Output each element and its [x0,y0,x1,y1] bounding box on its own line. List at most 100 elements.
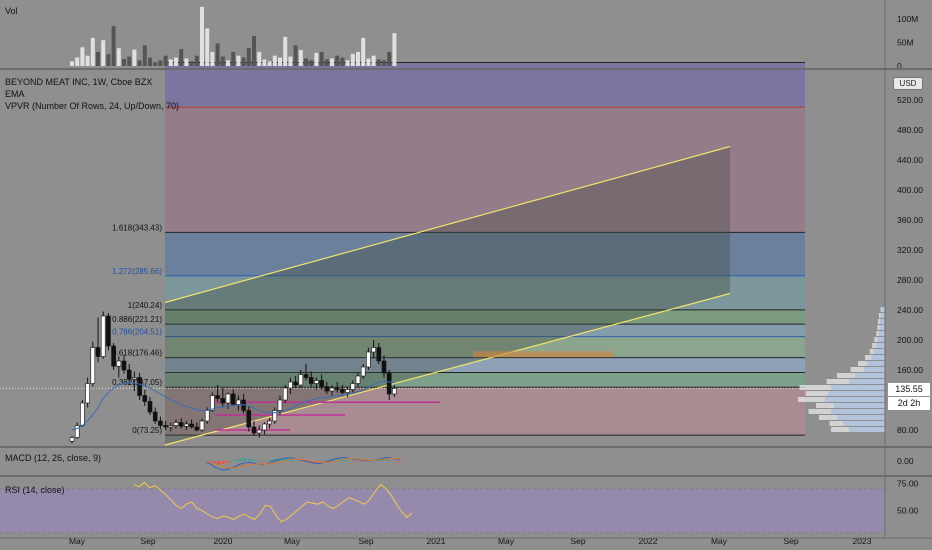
candle-body [152,411,158,422]
vpvr-indicator-label[interactable]: VPVR (Number Of Rows, 24, Up/Down, 70) [5,101,180,111]
price-axis-tick: 480.00 [897,125,923,135]
candle-body [80,402,85,426]
macd-histogram-bar [324,460,328,461]
volume-bar [387,51,392,66]
candle-body [85,383,90,404]
rsi-axis-tick: 50.00 [897,506,919,516]
macd-pane: 0.00 [204,456,914,471]
channel-upper-line [164,145,731,304]
candle-body [137,377,142,396]
fib-level-label: 0.382(137.05) [112,378,162,387]
time-axis[interactable]: May Sep 2020 May Sep 2021 May Sep 2022 May Sep 2023 [69,536,872,546]
ema-line [71,380,395,431]
volume-bar [262,59,267,66]
macd-histogram-bar [217,461,221,465]
volume-bar [324,59,329,66]
volume-bar [75,57,80,66]
macd-histogram-bar [320,461,324,462]
ema-series [71,380,395,431]
vpvr-row-up [877,337,885,342]
macd-histogram-bar [208,461,212,463]
candle-body [256,429,262,434]
rsi-axis-tick: 75.00 [897,478,919,488]
volume-bar [210,51,215,66]
volume-bar [304,58,308,66]
vpvr-row-down [798,397,825,402]
candle-body [329,387,335,392]
macd-histogram-bar [226,461,229,463]
volume-bar [376,59,381,66]
candle-body [272,410,278,422]
symbol-title[interactable]: BEYOND MEAT INC, 1W, Cboe BZX [5,77,153,87]
pane-separator-volume[interactable] [0,68,932,70]
macd-indicator-label[interactable]: MACD (12, 26, close, 9) [5,453,102,463]
vpvr-row-down [819,415,837,420]
volume-axis-tick: 100M [897,14,918,24]
volume-bar [215,43,220,66]
volume-bar [80,47,85,66]
pane-separator-rsi[interactable] [0,475,932,477]
candle-body [298,374,304,386]
price-axis[interactable]: 80.00120.00160.00200.00240.00280.00320.0… [897,95,923,435]
price-axis-tick: 400.00 [897,185,923,195]
vpvr-row-up [880,313,885,318]
volume-bar [335,55,340,66]
volume-axis-tick: 50M [897,38,914,48]
candle-body [95,347,101,357]
time-axis-tick: May [69,536,86,546]
candle-body [366,351,371,368]
fib-level-label: 1.272(285.66) [112,267,162,276]
vpvr-row-down [876,331,879,336]
candle-body [204,410,210,422]
fib-level-label: 0.886(221.21) [112,315,162,324]
macd-axis-tick: 0.00 [897,456,914,466]
vpvr-row-down [858,361,867,366]
currency-badge[interactable]: USD [893,77,923,90]
candle-body [334,387,340,390]
vpvr-row-up [880,319,885,324]
vpvr-row-down [872,343,877,348]
volume-bar [116,48,121,66]
candle-body [90,347,96,384]
volume-bar [371,55,376,66]
candle-body [303,374,309,378]
candle-body [210,395,215,411]
pane-separator-macd[interactable] [0,446,932,448]
volume-bar [85,55,90,66]
volume-bar [298,50,303,66]
candle-body [350,383,356,390]
candle-body [262,423,267,431]
macd-histogram-bar [355,461,358,462]
candle-body [106,315,111,347]
candle-body [282,387,288,401]
vpvr-row-down [874,337,878,342]
candle-body [267,420,272,425]
volume-bar [174,57,178,66]
candle-body [340,389,345,393]
vpvr-row-up [849,379,885,384]
macd-histogram-bar [385,459,389,461]
candle-body [324,386,330,392]
candle-body [392,388,397,395]
volume-bar [252,35,256,66]
vpvr-row-up [831,385,885,390]
volume-bar [356,51,360,66]
candle-body [293,381,298,386]
candle-body [142,395,148,402]
candle-body [345,389,350,393]
volume-bar [189,61,194,66]
candle-body [158,420,163,426]
ema-indicator-label[interactable]: EMA [5,89,25,99]
candle-body [199,420,205,431]
candle-body [189,423,194,428]
candle-body [163,425,168,428]
volume-bar [241,57,246,66]
volume-bar [278,57,282,66]
vpvr-row-down [879,313,881,318]
rsi-indicator-label[interactable]: RSI (14, close) [5,485,65,495]
macd-histogram-bar [393,461,397,462]
price-axis-tick: 80.00 [897,425,919,435]
volume-bar [345,60,350,66]
vpvr-row-up [879,325,885,330]
